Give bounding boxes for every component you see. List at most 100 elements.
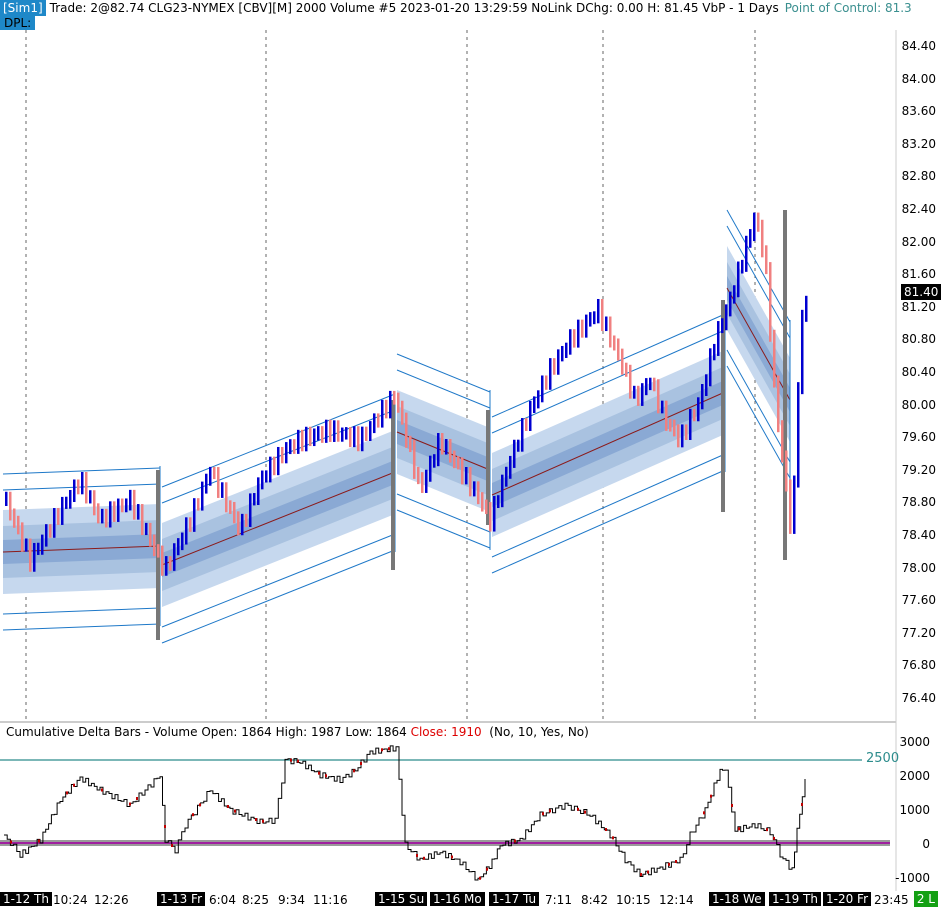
- price-bar: [637, 385, 640, 406]
- price-bar: [621, 348, 624, 375]
- price-bar: [173, 543, 176, 571]
- price-bar: [793, 475, 796, 534]
- delta-down-mark: [549, 809, 551, 813]
- delta-down-mark: [542, 812, 544, 816]
- band-line: [396, 369, 491, 409]
- price-bar: [601, 298, 604, 332]
- price-bar: [205, 473, 208, 494]
- price-bar: [17, 515, 20, 535]
- price-tick: 79.60: [901, 430, 936, 445]
- price-bar: [689, 408, 692, 440]
- price-bar: [649, 377, 652, 391]
- price-bar: [353, 426, 356, 448]
- price-bar: [701, 383, 704, 410]
- price-bar: [673, 419, 676, 437]
- delta-down-mark: [388, 747, 390, 751]
- price-bar: [489, 502, 492, 532]
- price-bar: [213, 466, 216, 480]
- price-bar: [157, 544, 160, 558]
- price-bar: [497, 495, 500, 509]
- band-line: [491, 469, 726, 574]
- delta-down-mark: [262, 819, 264, 823]
- time-label: 8:42: [581, 893, 608, 907]
- price-bar: [445, 439, 448, 455]
- delta-down-mark: [703, 811, 705, 815]
- price-bar: [709, 348, 712, 387]
- price-bar: [277, 446, 280, 476]
- delta-down-mark: [192, 813, 194, 817]
- price-bar: [185, 517, 188, 545]
- delta-down-mark: [255, 818, 257, 821]
- price-bar: [21, 522, 24, 552]
- price-bar: [69, 490, 72, 509]
- time-label: 6:04: [209, 893, 236, 907]
- price-bar: [613, 335, 616, 351]
- time-label: 9:34: [278, 893, 305, 907]
- delta-down-mark: [227, 805, 229, 808]
- price-bar: [669, 418, 672, 432]
- price-bar: [233, 501, 236, 524]
- price-tick: 78.00: [901, 560, 936, 575]
- price-bar: [485, 499, 488, 515]
- price-bar: [789, 479, 792, 534]
- volume-profile: [486, 410, 490, 525]
- price-bar: [49, 524, 52, 538]
- band-line: [396, 509, 491, 549]
- band-line: [726, 365, 791, 479]
- price-bar: [417, 466, 420, 485]
- price-bar: [309, 426, 312, 447]
- time-label: 23:45: [874, 893, 909, 907]
- price-bar: [513, 439, 516, 468]
- time-label: 12:26: [94, 893, 129, 907]
- price-bar: [201, 481, 204, 511]
- price-bar: [261, 470, 264, 490]
- delta-down-mark: [129, 802, 131, 806]
- price-bar: [777, 375, 780, 433]
- price-bar: [745, 235, 748, 272]
- delta-down-mark: [773, 836, 775, 840]
- price-bar: [313, 428, 316, 447]
- price-bar: [153, 534, 156, 557]
- price-bar: [209, 466, 212, 486]
- sim-account-label[interactable]: [Sim1]: [0, 0, 46, 16]
- price-bar: [97, 503, 100, 524]
- price-bar: [109, 501, 112, 528]
- price-bar: [333, 420, 336, 442]
- price-bar: [589, 312, 592, 327]
- price-bar: [529, 401, 532, 431]
- price-bar: [329, 419, 332, 442]
- delta-down-mark: [766, 828, 768, 832]
- delta-down-mark: [290, 758, 292, 762]
- price-bar: [305, 426, 308, 452]
- delta-down-mark: [423, 856, 425, 860]
- price-bar: [321, 426, 324, 443]
- price-bar: [297, 429, 300, 454]
- delta-down-mark: [605, 828, 607, 831]
- band-line: [491, 313, 726, 418]
- delta-title-values: Volume Open: 1864 High: 1987 Low: 1864: [152, 725, 411, 739]
- time-label: 12:14: [659, 893, 694, 907]
- delta-params: (No, 10, Yes, No): [489, 725, 589, 739]
- price-bar: [253, 493, 256, 506]
- price-tick: 83.20: [901, 136, 936, 151]
- delta-down-mark: [451, 855, 453, 859]
- price-bar: [81, 472, 84, 495]
- price-bar: [805, 295, 808, 322]
- price-bar: [193, 498, 196, 532]
- price-bar: [181, 532, 184, 551]
- price-bar: [389, 390, 392, 419]
- delta-down-mark: [38, 839, 40, 843]
- price-bar: [557, 349, 560, 375]
- price-bar: [597, 298, 600, 324]
- price-bar: [537, 390, 540, 409]
- session-date-label: 1-18 We: [709, 892, 765, 906]
- price-bar: [677, 424, 680, 448]
- price-bar: [769, 262, 772, 342]
- time-axis[interactable]: 1-12 Th 10:24 12:26 1-13 Fr 6:04 8:25 9:34 11:1…: [0, 891, 942, 909]
- price-bar: [717, 321, 720, 356]
- delta-down-mark: [479, 876, 481, 880]
- price-bar: [429, 455, 432, 482]
- status-badge[interactable]: 2 L: [913, 891, 938, 907]
- price-bar: [505, 466, 508, 487]
